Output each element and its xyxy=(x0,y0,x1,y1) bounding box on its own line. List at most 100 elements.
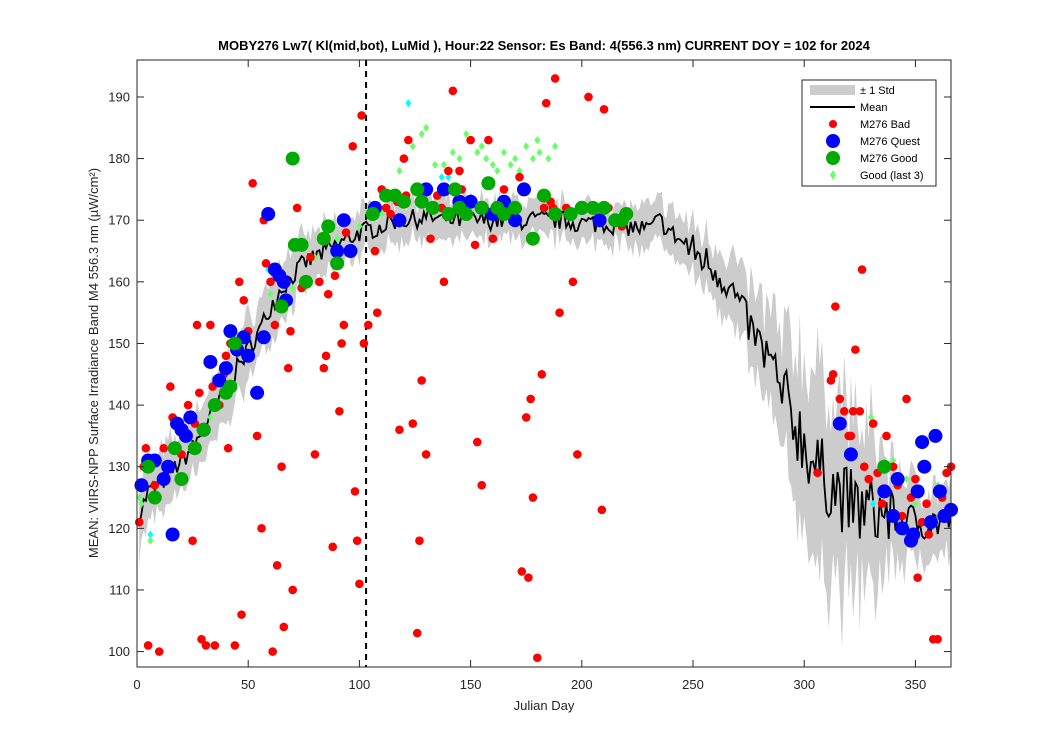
good-last3-point xyxy=(536,148,543,157)
bad-point xyxy=(455,166,464,176)
good-last3-point xyxy=(356,222,363,231)
bad-point xyxy=(321,351,331,361)
good-last3-point xyxy=(456,154,463,163)
bad-point xyxy=(188,536,197,545)
quest-point xyxy=(932,484,947,499)
bad-point xyxy=(197,634,206,644)
bad-point xyxy=(350,487,360,496)
good-point xyxy=(585,200,600,215)
bad-point xyxy=(415,536,424,545)
good-last3-point xyxy=(207,413,214,422)
bad-point xyxy=(192,320,202,330)
bad-point xyxy=(348,141,358,151)
bad-point xyxy=(550,74,560,83)
bad-point xyxy=(472,437,482,447)
bad-point xyxy=(528,493,538,502)
std-band-group xyxy=(139,184,951,648)
legend-box xyxy=(801,79,937,187)
x-tick-label: 150 xyxy=(460,677,482,692)
legend-swatch-last3 xyxy=(830,170,836,180)
good-point xyxy=(877,459,892,474)
bad-point xyxy=(306,252,315,262)
bad-point xyxy=(882,431,891,441)
bad-point xyxy=(539,203,549,213)
quest-point xyxy=(343,244,358,259)
bad-point xyxy=(597,505,607,515)
bad-point xyxy=(521,413,531,422)
bad-point xyxy=(839,406,849,416)
bad-point xyxy=(370,246,380,256)
y-axis-label: MEAN: VIIRS-NPP Surface Irradiance Band … xyxy=(86,168,101,558)
good-point xyxy=(537,188,551,203)
bad-point xyxy=(341,228,351,237)
bad-point xyxy=(337,339,346,348)
quest-point xyxy=(928,428,943,443)
bad-point xyxy=(404,135,413,145)
good-last3-point xyxy=(534,136,541,145)
quest-point xyxy=(895,521,910,536)
good-point xyxy=(299,274,314,289)
good-point xyxy=(448,182,463,197)
good-point xyxy=(574,200,589,215)
x-tick-label: 250 xyxy=(682,677,704,692)
bad-point xyxy=(355,579,364,589)
quest-point xyxy=(923,515,938,530)
y-tick-label: 150 xyxy=(108,336,130,351)
bad-point xyxy=(917,517,927,527)
good-last3-point xyxy=(494,166,501,175)
legend-swatch-quest xyxy=(826,134,840,148)
bad-point xyxy=(237,610,246,619)
bad-point xyxy=(223,443,233,453)
legend-label-bad: M276 Bad xyxy=(860,119,910,131)
bad-point xyxy=(141,443,151,453)
bad-point xyxy=(166,382,175,391)
quest-point xyxy=(256,330,271,345)
bad-point xyxy=(541,98,551,108)
good-last3-point xyxy=(478,142,485,151)
quest-point xyxy=(330,244,345,259)
bad-point xyxy=(857,265,867,274)
good-point xyxy=(425,200,440,215)
quest-point xyxy=(336,213,351,228)
good-point xyxy=(525,231,540,246)
bad-point xyxy=(134,517,144,527)
bad-point xyxy=(922,499,931,508)
good-point xyxy=(414,194,429,209)
good-last3-point xyxy=(529,154,536,163)
y-tick-label: 190 xyxy=(108,89,130,104)
quest-point xyxy=(915,435,930,450)
bad-point xyxy=(323,289,333,299)
bad-point xyxy=(210,641,220,650)
y-tick-label: 130 xyxy=(108,459,130,474)
bad-point xyxy=(573,450,582,459)
bad-point xyxy=(444,166,453,176)
good-last3-point xyxy=(418,129,425,138)
bad-point xyxy=(288,585,297,595)
good-point xyxy=(508,200,523,215)
bad-point xyxy=(372,308,382,317)
quest-point xyxy=(843,447,858,462)
legend-swatch-bad xyxy=(829,120,837,128)
good-point xyxy=(548,207,563,222)
quest-point xyxy=(436,182,451,197)
good-last3-point xyxy=(449,148,456,157)
bad-point xyxy=(408,419,418,428)
quest-point xyxy=(917,459,932,474)
cyan-point xyxy=(438,173,445,182)
legend-swatch-std xyxy=(810,85,855,95)
good-point xyxy=(147,490,162,505)
bad-point xyxy=(319,363,329,373)
good-point xyxy=(207,398,222,413)
cyan-point xyxy=(405,99,412,108)
quest-point xyxy=(276,274,291,289)
bad-point xyxy=(515,172,524,182)
bad-point xyxy=(239,296,249,305)
good-point xyxy=(474,200,489,215)
bad-point xyxy=(568,277,578,287)
bad-point xyxy=(315,277,324,287)
good-last3-point xyxy=(512,154,519,163)
x-axis-label: Julian Day xyxy=(514,698,575,713)
good-point xyxy=(597,200,612,215)
good-last3-point xyxy=(136,493,143,502)
quest-point xyxy=(161,459,176,474)
